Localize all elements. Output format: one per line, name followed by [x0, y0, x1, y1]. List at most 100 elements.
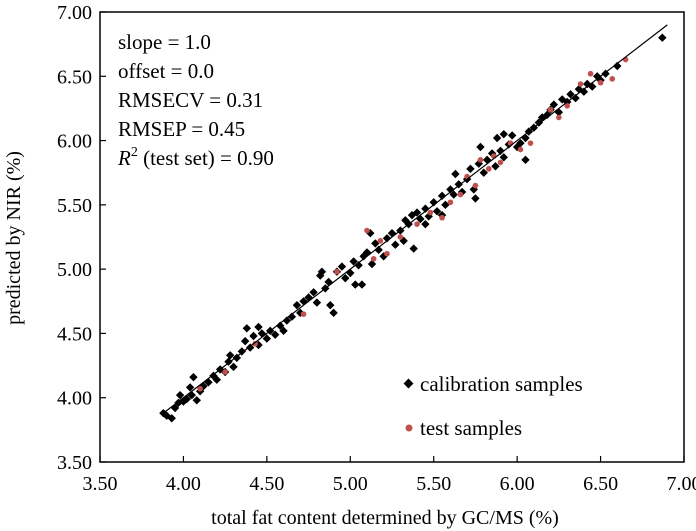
calibration-point — [346, 268, 355, 278]
calibration-point — [354, 261, 363, 270]
rmsecv-text: RMSECV = 0.31 — [118, 88, 263, 112]
calibration-point — [391, 240, 400, 249]
offset-text: offset = 0.0 — [118, 59, 214, 83]
calibration-point — [471, 194, 480, 203]
plot-frame — [99, 11, 685, 463]
legend-label-test: test samples — [420, 416, 522, 440]
calibration-point — [432, 207, 442, 216]
test-point — [370, 256, 377, 262]
test-point — [547, 106, 554, 113]
test-point — [477, 157, 484, 163]
test-point — [472, 182, 479, 189]
calibration-point — [287, 312, 297, 321]
calibration-point — [189, 372, 198, 382]
x-tick-label: 7.00 — [667, 473, 696, 495]
calibration-point — [382, 234, 392, 243]
r2-text: R2 (test set) = 0.90 — [117, 145, 274, 170]
calibration-point — [309, 288, 318, 297]
y-tick-label: 4.00 — [57, 388, 92, 410]
calibration-point — [341, 273, 350, 283]
calibration-point — [192, 396, 201, 405]
calibration-point — [232, 353, 242, 363]
test-point — [457, 191, 464, 198]
test-point — [447, 199, 454, 206]
x-axis-title: total fat content determined by GC/MS (%… — [211, 507, 559, 529]
y-axis-ticks: 3.50 4.00 4.50 5.00 5.50 6.00 6.50 7.00 — [57, 2, 106, 474]
calibration-point — [224, 357, 233, 366]
calibration-point — [185, 383, 195, 392]
calibration-point — [534, 118, 544, 127]
calibration-point — [437, 191, 447, 201]
calibration-point — [167, 414, 176, 423]
calibration-point — [276, 321, 285, 330]
calibration-point — [496, 146, 505, 156]
r2-symbol: R — [117, 146, 131, 170]
calibration-point — [491, 162, 500, 171]
calibration-point — [182, 394, 191, 404]
calibration-point — [229, 362, 238, 372]
calibration-point — [593, 72, 602, 81]
calibration-point — [557, 95, 567, 104]
calibration-point — [479, 168, 488, 177]
calibration-point — [441, 200, 450, 210]
calibration-point — [407, 210, 417, 220]
calibration-point — [374, 245, 383, 255]
calibration-point — [429, 198, 438, 207]
test-point — [517, 146, 524, 153]
r2-superscript: 2 — [131, 145, 138, 160]
calibration-point — [446, 185, 455, 194]
test-point — [414, 221, 420, 227]
test-point — [577, 81, 584, 87]
calibration-point — [466, 164, 475, 174]
fit-line — [163, 24, 668, 414]
calibration-point — [245, 343, 255, 352]
test-point — [252, 340, 258, 347]
x-axis-ticks: 3.50 4.00 4.50 5.00 5.50 6.00 6.50 7.00 — [83, 456, 696, 495]
calibration-point — [254, 322, 263, 332]
calibration-point — [249, 331, 258, 341]
legend: calibration samples test samples — [403, 372, 583, 440]
test-point — [334, 268, 340, 275]
calibration-point — [658, 33, 667, 42]
rmsep-text: RMSEP = 0.45 — [118, 117, 245, 141]
calibration-point — [371, 239, 380, 248]
x-tick-label: 6.00 — [500, 473, 535, 495]
calibration-point — [521, 155, 530, 165]
calibration-point — [499, 129, 508, 139]
calibration-point — [499, 153, 508, 162]
calibration-point — [175, 390, 185, 400]
test-point — [300, 311, 307, 317]
y-tick-label: 7.00 — [57, 2, 92, 24]
calibration-point — [542, 110, 552, 120]
calibration-point — [254, 340, 263, 350]
calibration-point — [492, 133, 502, 143]
calibration-point — [329, 308, 338, 318]
y-tick-label: 6.50 — [57, 66, 92, 88]
calibration-point — [454, 180, 463, 189]
x-tick-label: 4.50 — [249, 473, 284, 495]
calibration-point — [225, 351, 235, 360]
calibration-point — [507, 131, 517, 140]
slope-text: slope = 1.0 — [118, 30, 211, 54]
calibration-point — [583, 79, 592, 89]
y-tick-label: 5.50 — [57, 195, 92, 217]
calibration-point — [351, 280, 360, 289]
r2-value: (test set) = 0.90 — [138, 146, 274, 170]
calibration-point — [449, 190, 458, 199]
test-point — [587, 70, 594, 77]
calibration-point — [242, 324, 252, 333]
calibration-point — [416, 214, 425, 224]
calibration-point — [237, 347, 247, 356]
calibration-point — [588, 82, 597, 91]
test-point — [222, 369, 228, 375]
calibration-point — [421, 204, 430, 213]
test-point — [427, 209, 434, 216]
test-point — [527, 140, 534, 146]
calibration-point — [601, 69, 610, 78]
y-tick-label: 3.50 — [57, 452, 92, 474]
calibration-point — [566, 90, 575, 99]
calibration-point — [482, 155, 492, 165]
test-point — [384, 250, 390, 257]
test-point — [397, 234, 404, 240]
y-tick-label: 6.00 — [57, 131, 92, 153]
